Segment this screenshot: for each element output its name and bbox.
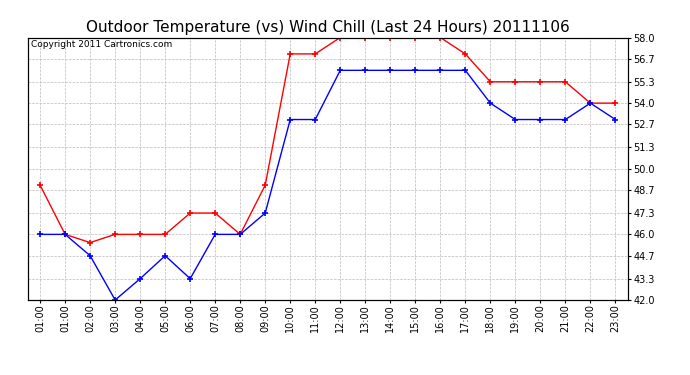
Text: Copyright 2011 Cartronics.com: Copyright 2011 Cartronics.com bbox=[30, 40, 172, 49]
Title: Outdoor Temperature (vs) Wind Chill (Last 24 Hours) 20111106: Outdoor Temperature (vs) Wind Chill (Las… bbox=[86, 20, 570, 35]
